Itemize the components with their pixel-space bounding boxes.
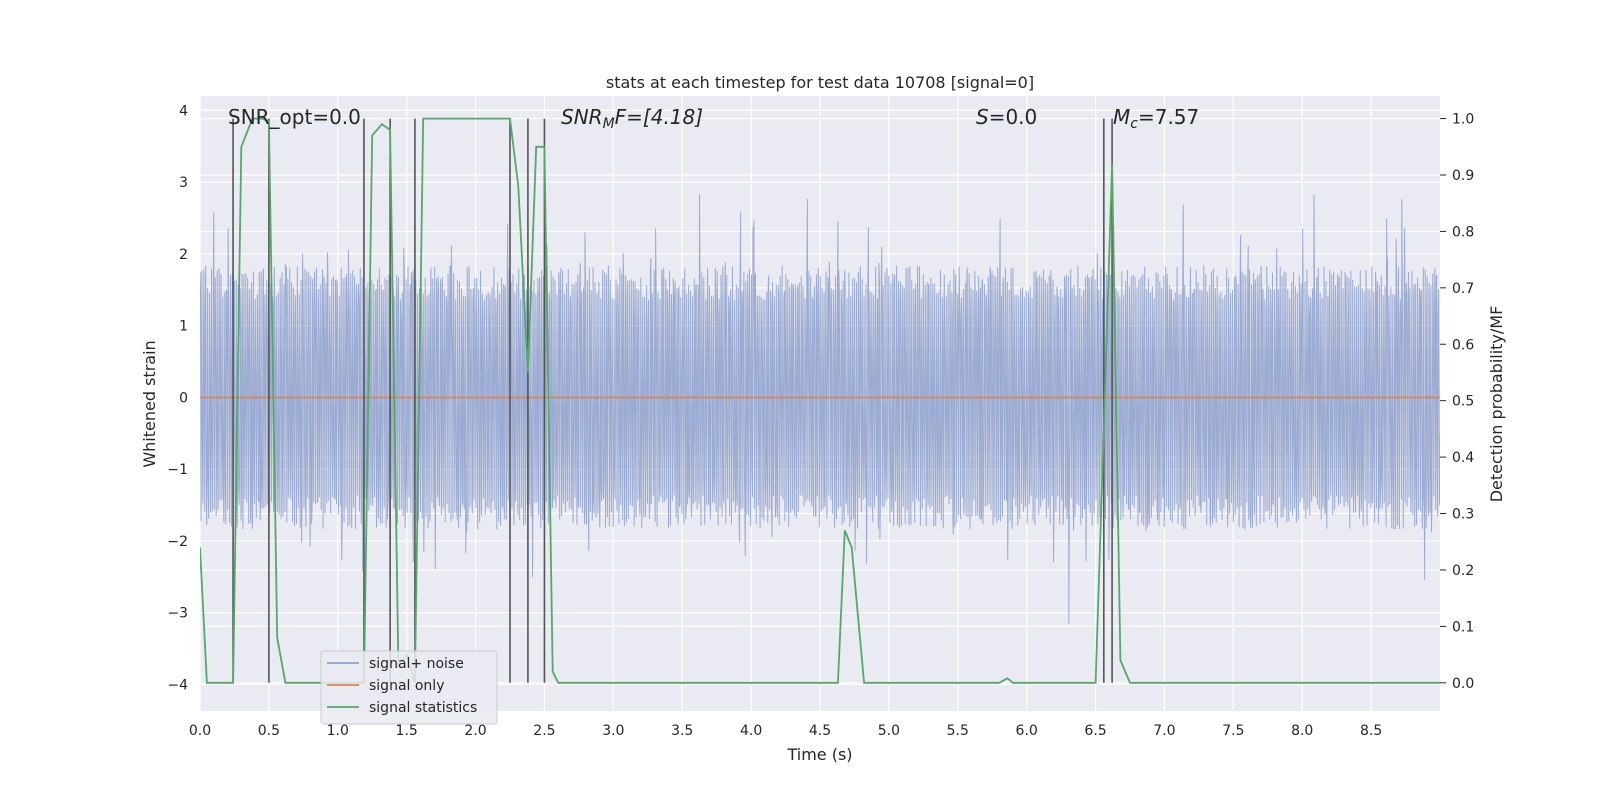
y-right-tick-label: 0.2 [1452,563,1474,579]
y-right-tick-label: 0.8 [1452,224,1474,240]
x-tick-label: 4.5 [809,723,831,739]
x-tick-label: 5.0 [878,723,900,739]
signal-noise-series [200,194,1440,624]
y-left-tick-label: 4 [179,103,188,119]
y-right-tick-label: 0.6 [1452,337,1474,353]
x-tick-label: 1.0 [327,723,349,739]
y-left-tick-label: −2 [167,534,188,550]
y-axis-right-label: Detection probability/MF [1487,306,1506,503]
x-tick-label: 4.0 [740,723,762,739]
x-tick-label: 7.0 [1153,723,1175,739]
y-right-tick-label: 0.7 [1452,281,1474,297]
y-left-tick-label: 3 [179,175,188,191]
legend-label-signal-only: signal only [369,678,444,694]
x-tick-label: 8.5 [1360,723,1382,739]
x-axis-label: Time (s) [786,745,852,764]
annotation-s: S=0.0 [976,105,1037,129]
annotation-snr-mf: SNRMF=[4.18] [561,105,703,132]
y-right-tick-label: 0.1 [1452,619,1474,635]
y-right-tick-label: 0.0 [1452,676,1474,692]
x-tick-label: 0.5 [258,723,280,739]
x-tick-label: 3.0 [602,723,624,739]
y-axis-right-ticks: 0.0 0.1 0.2 0.3 0.4 0.5 0.6 0.7 0.8 0.9 1.0 [1440,112,1474,692]
y-right-tick-label: 0.4 [1452,450,1474,466]
x-tick-label: 2.5 [533,723,555,739]
y-axis-left-label: Whitened strain [140,340,159,467]
y-left-tick-label: −4 [167,677,188,693]
annotation-mc: Mc=7.57 [1113,105,1199,132]
x-tick-label: 2.0 [464,723,486,739]
x-tick-label: 7.5 [1222,723,1244,739]
y-left-tick-label: 0 [179,390,188,406]
y-left-tick-label: 2 [179,247,188,263]
x-tick-label: 6.5 [1084,723,1106,739]
y-left-tick-label: −1 [167,462,188,478]
y-axis-left-ticks: −4 −3 −2 −1 0 1 2 3 4 [167,103,188,693]
legend-label-statistics: signal statistics [369,700,477,716]
legend-label-noise: signal+ noise [369,656,464,672]
x-tick-label: 8.0 [1291,723,1313,739]
x-tick-label: 5.5 [947,723,969,739]
x-tick-label: 6.0 [1016,723,1038,739]
x-tick-label: 3.5 [671,723,693,739]
x-axis-ticks: 0.0 0.5 1.0 1.5 2.0 2.5 3.0 3.5 4.0 4.5 5.0 5.5 6.0 6… [189,723,1382,739]
annotation-snr-opt: SNR_opt=0.0 [228,105,361,129]
legend-box [320,650,498,725]
y-right-tick-label: 1.0 [1452,112,1474,128]
y-right-tick-label: 0.9 [1452,168,1474,184]
y-right-tick-label: 0.3 [1452,507,1474,523]
chart-title: stats at each timestep for test data 107… [606,73,1034,92]
signal-statistics-series [200,117,1440,684]
x-tick-label: 0.0 [189,723,211,739]
x-tick-label: 1.5 [396,723,418,739]
y-left-tick-label: −3 [167,606,188,622]
y-left-tick-label: 1 [179,319,188,335]
legend: signal+ noise signal only signal statist… [320,650,498,725]
y-right-tick-label: 0.5 [1452,394,1474,410]
